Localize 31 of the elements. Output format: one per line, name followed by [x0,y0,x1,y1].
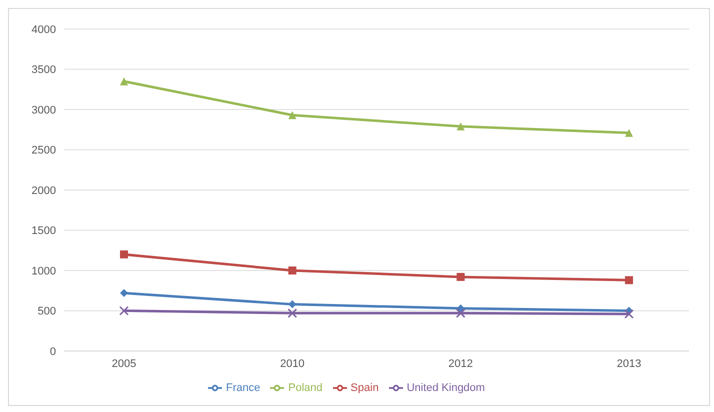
y-tick-label: 500 [38,306,56,318]
point [456,272,465,281]
y-tick-label: 3000 [32,104,56,116]
legend-label: United Kingdom [406,382,485,394]
point [120,250,128,258]
y-tick-label: 3500 [32,64,56,76]
point [288,300,296,308]
y-tick-label: 2000 [32,184,56,197]
y-tick-label: 0 [50,346,56,358]
point [120,289,128,298]
point [624,309,634,319]
legend-label: Spain [350,382,379,394]
point [288,266,296,274]
point [456,308,466,318]
y-tick-label: 4000 [32,24,56,36]
x-tick-label: 2005 [112,358,136,370]
x-tick-label: 2010 [280,358,305,370]
x-tick-label: 2013 [616,358,642,370]
point [119,306,129,316]
y-tick-label: 1000 [32,265,56,278]
point [625,276,633,284]
point [625,128,633,137]
point [288,308,298,318]
point [288,111,296,120]
y-tick-label: 2500 [32,144,56,157]
point [456,122,465,130]
point [120,77,128,86]
legend-label: France [226,382,260,394]
y-tick-label: 1500 [32,225,56,238]
x-tick-label: 2012 [448,358,473,370]
legend-label: Poland [288,382,323,394]
